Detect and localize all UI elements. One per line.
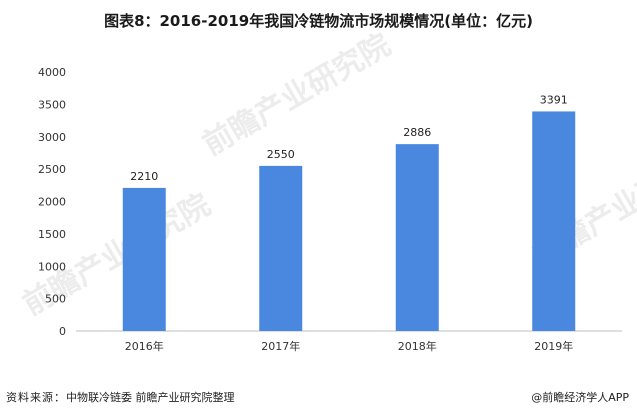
app-mark-text: @前瞻经济学人APP [531,391,629,404]
app-mark: @前瞻经济学人APP [531,388,629,406]
y-tick-label: 4000 [38,66,66,79]
y-tick-label: 2500 [38,163,66,176]
chart-title: 图表8：2016-2019年我国冷链物流市场规模情况(单位：亿元) [104,12,533,30]
y-tick-label: 3500 [38,98,66,111]
source-label: 资料来源： [6,391,66,404]
x-tick-label: 2017年 [261,339,300,353]
y-tick-label: 2000 [38,196,66,209]
y-tick-label: 1500 [38,228,66,241]
x-tick-label: 2018年 [398,339,437,353]
data-label: 3391 [540,93,568,106]
y-tick-label: 3000 [38,131,66,144]
y-tick-label: 1000 [38,260,66,273]
source-text: 中物联冷链委 前瞻产业研究院整理 [66,391,235,404]
data-label: 2210 [130,170,158,183]
data-label: 2886 [403,126,431,139]
x-tick-label: 2016年 [125,339,164,353]
bar [532,111,576,332]
data-label: 2550 [267,148,295,161]
y-tick-label: 0 [59,325,66,338]
source-note: 资料来源： 中物联冷链委 前瞻产业研究院整理 [6,388,235,406]
bar [259,165,303,331]
bar [122,187,166,331]
x-tick-label: 2019年 [534,339,573,353]
bar [395,144,439,331]
y-tick-label: 500 [45,293,66,306]
